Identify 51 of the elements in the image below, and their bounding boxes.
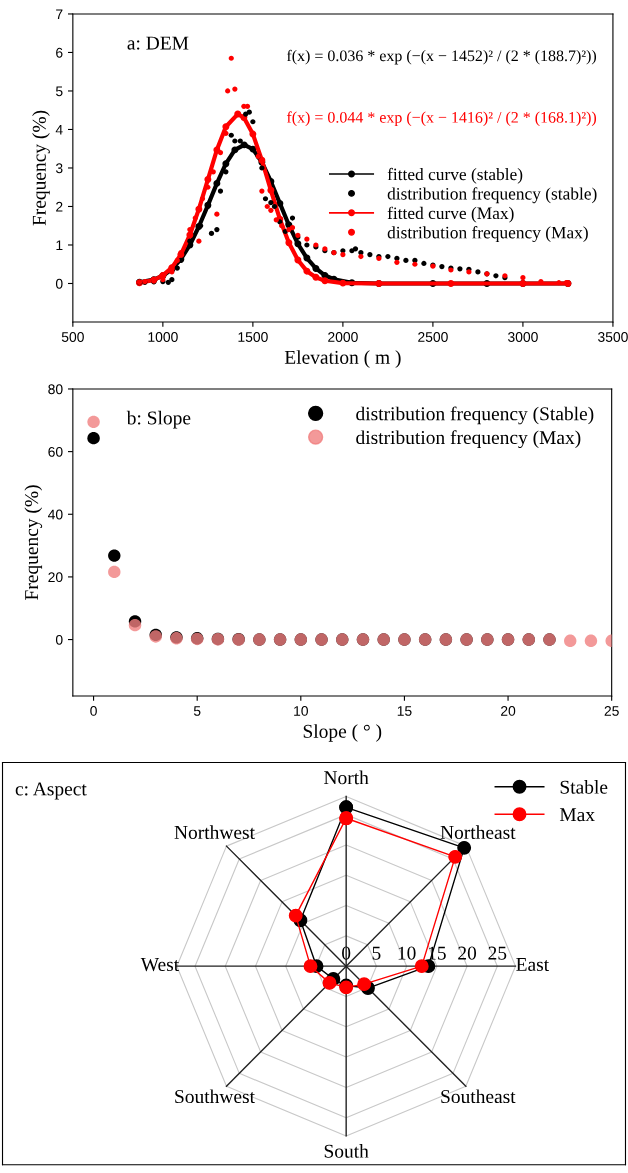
y-tick-label: 60	[48, 446, 63, 457]
spoke-label: Southwest	[175, 1089, 255, 1104]
x-tick-label: 10	[294, 706, 308, 716]
legend-label: Stable	[560, 780, 608, 794]
text: c: Aspect	[15, 782, 87, 800]
spoke-label: Southeast	[441, 1089, 516, 1104]
y-tick-label: 40	[48, 509, 63, 520]
y-tick-label: 7	[56, 9, 63, 19]
legend-label: distribution frequency (Max)	[387, 226, 588, 243]
y-tick-label: 0	[55, 634, 63, 645]
x-tick-label: 25	[604, 706, 619, 716]
y-tick-label: 0	[55, 278, 63, 289]
annotation: f(x) = 0.044 * exp (−(x − 1416)² / (2 * (168.1)²))	[286, 111, 597, 127]
spoke-label: Northeast	[440, 825, 516, 839]
x-axis-title: Slope ( ° )	[303, 724, 382, 742]
legend-label: distribution frequency (stable)	[387, 187, 597, 204]
y-axis-title: Frequency (%)	[24, 485, 43, 600]
text: a: DEM	[127, 36, 189, 50]
x-tick-label: 3000	[508, 332, 538, 342]
y-tick-label: 1	[56, 240, 63, 251]
y-tick-label: 20	[48, 572, 63, 583]
x-tick-label: 1000	[148, 332, 178, 342]
legend-label: Max	[559, 808, 595, 822]
x-tick-label: 1500	[238, 332, 268, 342]
y-tick-label: 4	[55, 124, 63, 135]
x-tick-label: 2500	[418, 332, 448, 342]
spoke-label: South	[324, 1144, 369, 1158]
x-tick-label: 500	[61, 332, 84, 342]
y-tick-label: 80	[48, 384, 63, 395]
x-tick-label: 15	[397, 706, 412, 716]
spoke-label: East	[516, 958, 550, 972]
y-tick-label: 2	[56, 201, 63, 212]
x-tick-label: 3500	[598, 332, 628, 342]
x-tick-label: 20	[501, 706, 516, 716]
text: b: Slope	[126, 410, 191, 429]
legend-label: distribution frequency (Max)	[356, 430, 581, 449]
annotation: f(x) = 0.036 * exp (−(x − 1452)² / (2 * (188.7)²))	[286, 49, 597, 65]
x-tick-label: 2000	[328, 332, 358, 342]
legend-label: fitted curve (Max)	[387, 206, 514, 223]
spoke-label: West	[140, 958, 180, 972]
y-tick-label: 5	[55, 86, 63, 97]
legend-label: distribution frequency (Stable)	[356, 406, 594, 425]
y-tick-label: 6	[56, 47, 63, 58]
x-axis-title: Elevation ( m )	[284, 350, 401, 368]
spoke-label: Northwest	[174, 825, 255, 839]
y-tick-label: 3	[55, 163, 63, 174]
legend-label: fitted curve (stable)	[387, 167, 523, 184]
y-axis-title: Frequency (%)	[32, 110, 50, 226]
x-tick-label: 5	[193, 706, 201, 716]
spoke-label: North	[324, 770, 369, 785]
x-tick-label: 0	[90, 706, 97, 716]
